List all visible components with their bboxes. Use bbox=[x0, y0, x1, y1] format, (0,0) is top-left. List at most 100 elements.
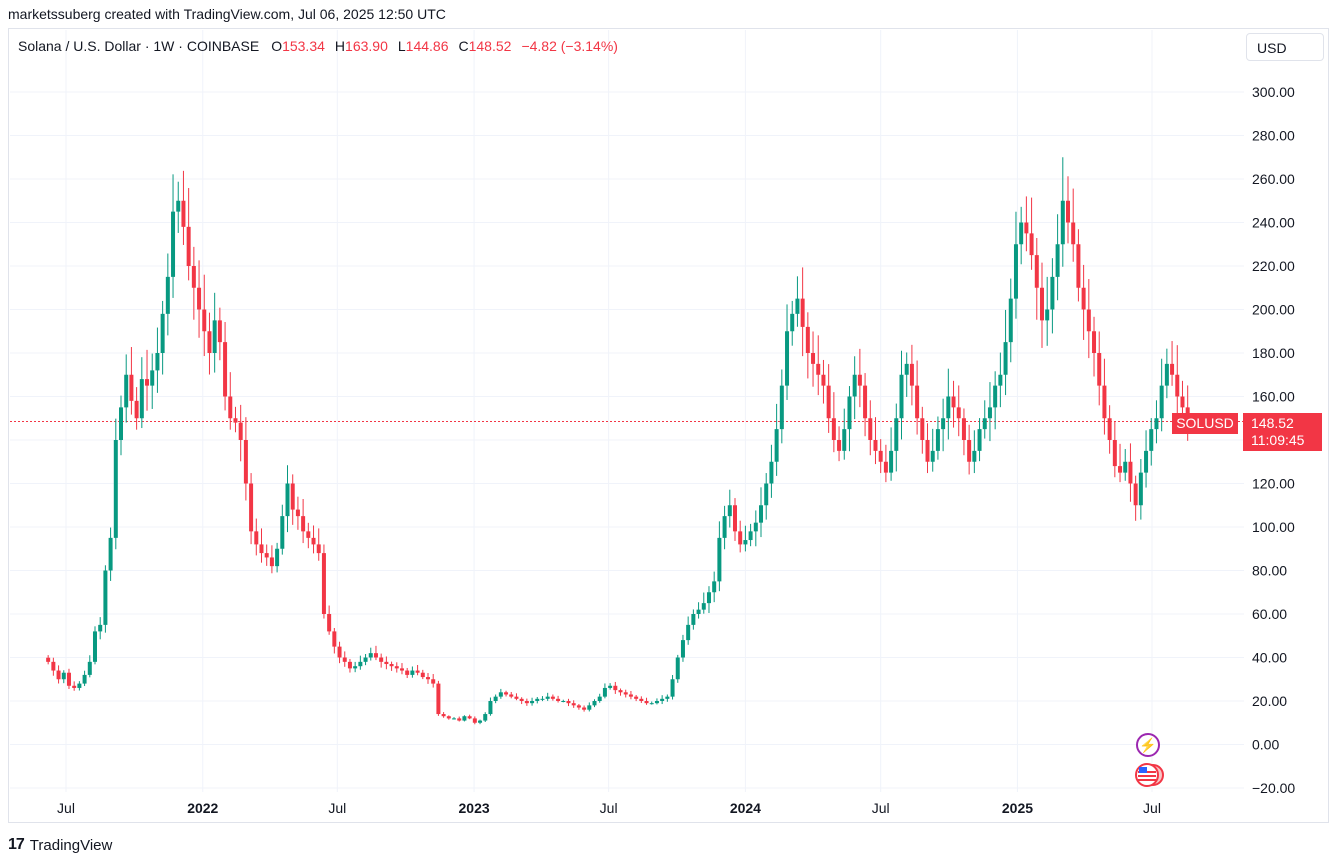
x-tick-label: 2022 bbox=[187, 800, 218, 816]
candle-body bbox=[181, 200, 186, 227]
candle-body bbox=[961, 418, 966, 440]
candle-body bbox=[857, 374, 862, 386]
candle-body bbox=[1133, 483, 1138, 506]
candle-body bbox=[160, 313, 165, 353]
candle-body bbox=[847, 396, 852, 430]
candle-body bbox=[826, 385, 831, 419]
candle-body bbox=[212, 320, 217, 353]
candle-body bbox=[701, 603, 706, 610]
high-key: H bbox=[334, 38, 346, 54]
candle-body bbox=[342, 657, 347, 662]
candle-body bbox=[56, 670, 61, 680]
candle-body bbox=[665, 696, 670, 699]
x-tick-label: 2024 bbox=[730, 800, 761, 816]
candle-body bbox=[915, 385, 920, 419]
candle-body bbox=[1123, 461, 1128, 473]
candle-body bbox=[795, 298, 800, 314]
candle-body bbox=[774, 429, 779, 462]
candle-body bbox=[519, 698, 524, 701]
candle-body bbox=[504, 692, 509, 695]
tradingview-mark-icon: 17 bbox=[8, 836, 25, 853]
tradingview-logo[interactable]: 17 TradingView bbox=[8, 836, 112, 854]
y-tick-label: 120.00 bbox=[1252, 476, 1295, 492]
candle-body bbox=[1050, 276, 1055, 310]
candle-body bbox=[1138, 472, 1143, 506]
candle-body bbox=[925, 440, 930, 462]
candle-body bbox=[863, 385, 868, 419]
candle-body bbox=[1086, 309, 1091, 332]
candle-body bbox=[129, 374, 134, 401]
candle-body bbox=[113, 440, 118, 538]
y-tick-label: 40.00 bbox=[1252, 650, 1287, 666]
candle-body bbox=[738, 531, 743, 545]
candle-body bbox=[904, 363, 909, 375]
candle-body bbox=[649, 703, 654, 705]
x-tick-label: Jul bbox=[1143, 800, 1161, 816]
candle-body bbox=[368, 653, 373, 658]
candle-body bbox=[873, 440, 878, 451]
candle-body bbox=[233, 418, 238, 423]
y-tick-label: 20.00 bbox=[1252, 693, 1287, 709]
candle-body bbox=[483, 714, 488, 721]
candle-body bbox=[930, 450, 935, 462]
y-tick-label: 280.00 bbox=[1252, 128, 1295, 144]
candle-body bbox=[982, 418, 987, 430]
lightning-icon[interactable]: ⚡ bbox=[1136, 733, 1160, 757]
candle-body bbox=[717, 537, 722, 582]
candle-body bbox=[108, 537, 113, 571]
candle-body bbox=[327, 614, 332, 632]
candle-body bbox=[1170, 363, 1175, 375]
candle-body bbox=[316, 544, 321, 554]
symbol-price-tag: SOLUSD bbox=[1172, 413, 1238, 434]
candle-body bbox=[87, 661, 92, 675]
candle-body bbox=[119, 407, 124, 440]
symbol-title: Solana / U.S. Dollar · 1W · COINBASE bbox=[18, 38, 260, 54]
candle-body bbox=[909, 363, 914, 386]
chart-frame bbox=[8, 28, 1329, 823]
close-key: C bbox=[458, 38, 469, 54]
candle-body bbox=[275, 548, 280, 567]
candle-body bbox=[1060, 200, 1065, 245]
candle-body bbox=[535, 698, 540, 701]
candle-body bbox=[545, 696, 550, 699]
candle-body bbox=[426, 677, 430, 680]
candle-body bbox=[92, 631, 97, 662]
y-tick-label: 240.00 bbox=[1252, 215, 1295, 231]
currency-button[interactable]: USD bbox=[1246, 33, 1324, 61]
candle-body bbox=[956, 407, 961, 419]
candle-body bbox=[1164, 363, 1169, 386]
candle-body bbox=[972, 450, 977, 462]
candle-body bbox=[171, 211, 176, 277]
candle-body bbox=[1076, 244, 1081, 288]
candle-body bbox=[165, 276, 170, 314]
candle-body bbox=[66, 672, 71, 686]
candle-body bbox=[103, 570, 108, 625]
candle-body bbox=[498, 692, 503, 697]
candle-body bbox=[587, 705, 592, 710]
candle-body bbox=[1024, 222, 1029, 234]
candle-body bbox=[935, 429, 940, 451]
candle-body bbox=[805, 326, 810, 353]
candle-body bbox=[556, 698, 561, 701]
candle-body bbox=[420, 672, 425, 678]
candle-body bbox=[852, 374, 857, 397]
y-tick-label: 300.00 bbox=[1252, 84, 1295, 100]
candle-body bbox=[524, 701, 529, 704]
candle-body bbox=[285, 483, 290, 517]
candle-body bbox=[243, 440, 248, 484]
candle-body bbox=[1149, 429, 1154, 451]
candle-body bbox=[441, 714, 446, 717]
candle-body bbox=[51, 661, 56, 671]
candle-body bbox=[748, 531, 753, 541]
candle-body bbox=[561, 701, 566, 702]
candle-body bbox=[337, 646, 342, 658]
us-flag-icon[interactable] bbox=[1134, 762, 1164, 788]
open-value: 153.34 bbox=[282, 38, 325, 54]
candle-body bbox=[899, 374, 904, 419]
candle-body bbox=[290, 483, 295, 510]
symbol-legend[interactable]: Solana / U.S. Dollar · 1W · COINBASE O 15… bbox=[18, 38, 618, 54]
candle-body bbox=[379, 657, 384, 662]
candle-body bbox=[759, 505, 764, 523]
candle-body bbox=[493, 696, 498, 701]
